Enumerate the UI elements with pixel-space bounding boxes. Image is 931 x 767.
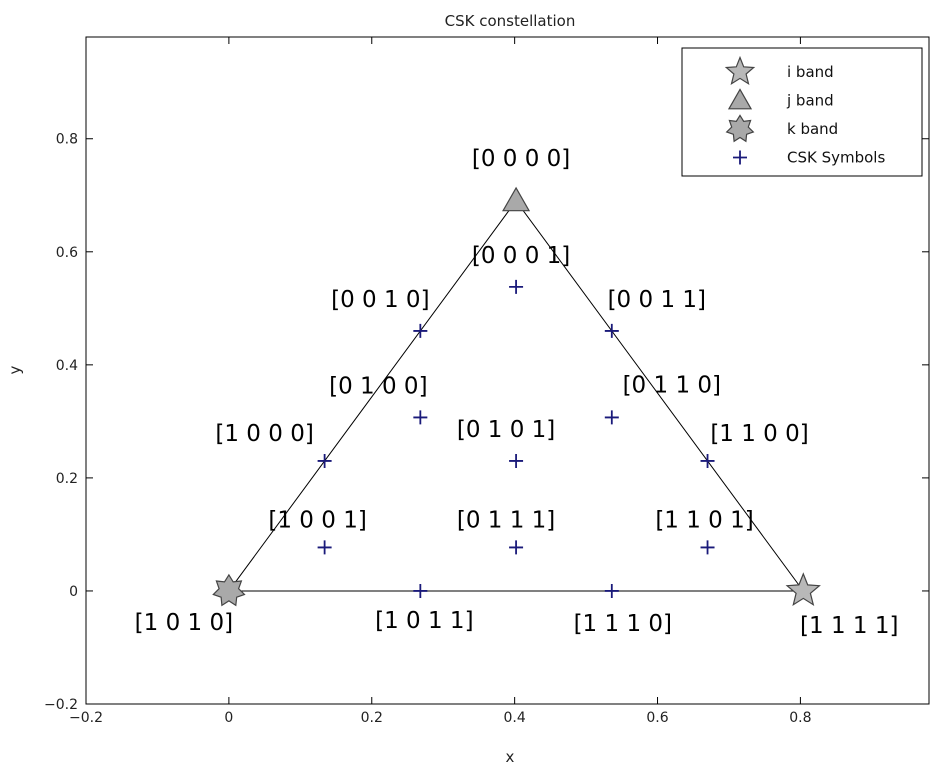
y-tick-label: 0.4 [56, 358, 78, 374]
chart-title: CSK constellation [445, 12, 576, 30]
csk-symbols-marker [413, 323, 428, 338]
csk-symbols-marker [509, 453, 524, 468]
y-tick-label: 0 [69, 584, 78, 600]
legend-entry: j band [786, 92, 834, 110]
legend-entry: i band [787, 63, 834, 81]
legend-entry: CSK Symbols [787, 149, 885, 167]
csk-symbols-marker [700, 540, 715, 555]
symbol-label: [1 0 1 0] [135, 610, 233, 636]
x-tick-label: 0.6 [646, 710, 668, 726]
csk-symbols-marker [317, 453, 332, 468]
symbol-label: [1 1 0 1] [655, 507, 753, 533]
legend-marker [733, 150, 747, 165]
constellation-triangle [228, 200, 805, 592]
y-tick-label: 0.8 [56, 132, 78, 148]
csk-symbols-marker [413, 410, 428, 425]
x-tick-label: 0.8 [789, 710, 811, 726]
legend-marker [724, 55, 756, 85]
k-band-marker [212, 573, 246, 607]
csk-symbols-marker [604, 323, 619, 338]
j-band-marker [502, 186, 531, 212]
y-tick-label: 0.6 [56, 245, 78, 261]
axis-ticks: −0.2 0 0.2 0.4 0.6 0.8 −0.2 0 0.2 0.4 0.6 0.8 [44, 37, 929, 726]
csk-symbols-marker [509, 279, 524, 294]
x-axis-label: x [506, 748, 515, 766]
csk-symbols-marker [413, 583, 428, 598]
x-tick-label: 0 [224, 710, 233, 726]
symbol-label: [1 1 1 0] [574, 611, 672, 637]
y-tick-label: 0.2 [56, 471, 78, 487]
symbol-label: [0 1 1 0] [623, 372, 721, 398]
symbol-label: [1 0 0 0] [215, 421, 313, 447]
legend: i band j band k band CSK Symbols [681, 47, 923, 177]
x-tick-label: 0.2 [361, 710, 383, 726]
symbol-label: [1 1 1 1] [800, 613, 898, 639]
symbol-label: [1 1 0 0] [710, 421, 808, 447]
symbol-label: [0 1 0 0] [329, 373, 427, 399]
symbol-label: [0 0 1 1] [608, 287, 706, 313]
csk-symbols-marker [604, 583, 619, 598]
legend-box [681, 47, 923, 177]
i-band-marker [785, 572, 821, 607]
symbol-label: [0 0 0 1] [472, 243, 570, 269]
csk-symbols-marker [700, 453, 715, 468]
legend-entry: k band [787, 120, 838, 138]
csk-symbols-marker [604, 410, 619, 425]
symbol-label: [1 0 0 1] [268, 507, 366, 533]
data-marks [212, 186, 821, 607]
csk-symbols-marker [509, 540, 524, 555]
y-axis-label: y [6, 365, 24, 374]
legend-marker [727, 88, 753, 110]
legend-marker [725, 114, 755, 143]
x-tick-label: −0.2 [69, 710, 103, 726]
symbol-label: [0 0 0 0] [472, 146, 570, 172]
csk-symbols-marker [317, 540, 332, 555]
symbol-label: [1 0 1 1] [375, 608, 473, 634]
symbol-labels: [0 0 0 0] [0 0 0 1] [0 0 1 0] [0 0 1 1] [0 1… [135, 146, 899, 639]
x-tick-label: 0.4 [504, 710, 526, 726]
symbol-label: [0 0 1 0] [331, 287, 429, 313]
y-tick-label: −0.2 [44, 697, 78, 713]
symbol-label: [0 1 1 1] [457, 507, 555, 533]
symbol-label: [0 1 0 1] [457, 417, 555, 443]
